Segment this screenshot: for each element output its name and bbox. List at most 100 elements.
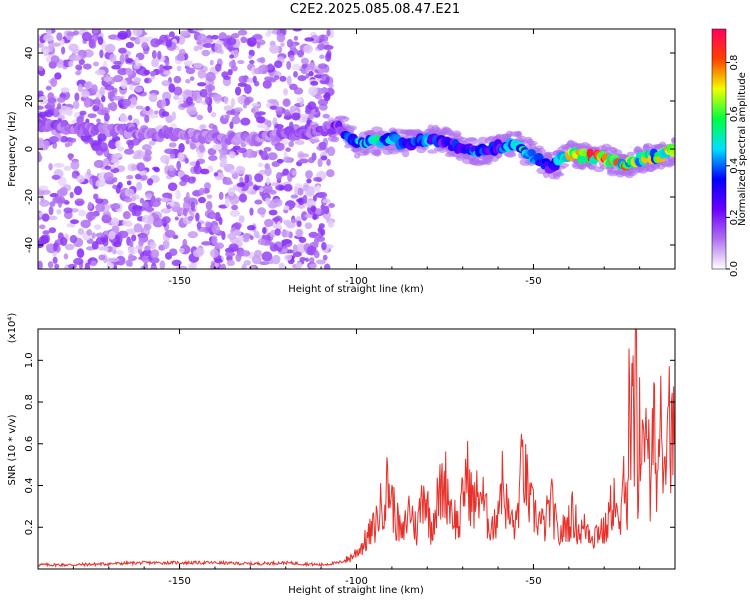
spectrogram-noise-cell — [230, 97, 236, 108]
spectrogram-noise-cell — [295, 261, 303, 269]
spectrogram-noise-cell — [293, 35, 299, 41]
spectrogram-noise-cell — [187, 215, 194, 221]
spectrogram-noise-cell — [313, 239, 319, 248]
spectrogram-noise-cell — [117, 146, 125, 152]
spectrogram-noise-cell — [133, 208, 142, 217]
spectrogram-noise-cell — [126, 174, 134, 180]
snr-ticks: -150 -100 -50 0.2 0.4 0.6 0.8 1.0 — [24, 329, 676, 587]
spectrogram-noise-cell — [115, 140, 121, 148]
spectrogram-noise-cell — [319, 79, 330, 85]
spectrogram-noise-cell — [304, 37, 315, 42]
spectrogram-noise-cell — [51, 42, 62, 47]
spectrogram-noise-cell — [275, 172, 283, 181]
spectrogram-noise-cell — [168, 83, 176, 93]
spectrogram-noise-cell — [211, 224, 221, 234]
spectrogram-noise-cell — [315, 259, 326, 265]
y-tick-label: -20 — [24, 189, 35, 205]
spectrogram-noise-cell — [38, 185, 49, 191]
y-tick-label: 0.6 — [24, 436, 35, 452]
spectrogram-noise-cell — [182, 238, 188, 249]
spectrogram-noise-cell — [289, 83, 298, 91]
spectrogram-noise-cell — [162, 65, 173, 70]
y-tick-label: -40 — [24, 237, 35, 253]
spectrogram-noise-cell — [79, 110, 87, 116]
spectrogram-noise-cell — [231, 116, 241, 125]
colorbar-tick-label: 0.8 — [729, 55, 740, 71]
spectrogram-noise-cell — [198, 143, 205, 153]
spectrogram-noise-cell — [297, 159, 309, 164]
spectrogram-noise-cell — [50, 55, 60, 64]
spectrogram-noise-cell — [297, 75, 307, 82]
spectrogram-noise-cell — [46, 101, 56, 109]
spectrogram-noise-cell — [40, 234, 49, 245]
spectrogram-noise-cell — [63, 253, 69, 260]
spectrogram-noise-cell — [69, 191, 74, 199]
spectrogram-noise-cell — [68, 153, 73, 161]
spectrogram-noise-cell — [290, 218, 298, 223]
spectrogram-noise-cell — [315, 184, 321, 193]
spectrogram-noise-cell — [220, 157, 228, 166]
spectrogram-noise-cell — [266, 120, 272, 128]
spectrogram-noise-cell — [328, 203, 335, 208]
spectrogram-noise-cell — [179, 30, 190, 37]
spectrogram-noise-cell — [242, 232, 252, 240]
spectrogram-noise-cell — [269, 105, 278, 110]
spectrogram-noise-cell — [45, 85, 52, 91]
spectrogram-noise-cell — [127, 114, 133, 121]
spectrogram-noise-cell — [141, 42, 149, 49]
spectrogram-halo-cell — [456, 156, 464, 161]
spectrogram-noise-cell — [86, 229, 93, 236]
spectrogram-noise-cell — [264, 166, 272, 177]
x-tick-label: -50 — [525, 276, 541, 287]
spectrogram-noise-cell — [159, 64, 164, 74]
spectrogram-noise-cell — [295, 243, 307, 254]
spectrogram-noise-cell — [93, 61, 100, 67]
spectrogram-noise-cell — [162, 239, 170, 250]
spectrogram-noise-cell — [269, 44, 280, 54]
spectrogram-noise-cell — [111, 64, 121, 70]
spectrogram-noise-cell — [201, 49, 211, 57]
spectrogram-noise-cell — [136, 181, 143, 191]
spectrogram-noise-cell — [107, 139, 118, 150]
spectrogram-noise-cell — [303, 44, 313, 54]
spectrogram-noise-cell — [73, 257, 84, 266]
spectrogram-noise-cell — [203, 38, 214, 44]
spectrogram-noise-cell — [103, 76, 112, 82]
spectrogram-noise-cell — [93, 193, 99, 200]
spectrogram-halo-cell — [667, 157, 675, 164]
spectrogram-noise-cell — [314, 94, 323, 100]
spectrogram-noise-cell — [243, 97, 251, 106]
spectrogram-noise-cell — [185, 96, 194, 106]
spectrogram-noise-cell — [143, 69, 151, 76]
spectrogram-noise-cell — [58, 176, 67, 187]
spectrogram-noise-cell — [268, 209, 278, 216]
spectrogram-noise-cell — [113, 60, 122, 65]
spectrogram-noise-cell — [273, 75, 280, 81]
spectrogram-noise-cell — [286, 75, 292, 86]
spectrogram-noise-cell — [95, 203, 106, 213]
spectrogram-noise-cell — [56, 208, 62, 215]
spectrogram-noise-cell — [304, 213, 314, 218]
spectrogram-noise-cell — [243, 84, 252, 95]
spectrogram-noise-cell — [104, 165, 112, 170]
spectrogram-noise-cell — [81, 31, 92, 42]
spectrogram-noise-cell — [178, 247, 185, 253]
spectrogram-noise-cell — [108, 230, 116, 240]
spectrogram-noise-cell — [250, 190, 257, 195]
spectrogram-halo-cell — [330, 136, 340, 143]
spectrogram-noise-cell — [145, 105, 150, 112]
spectrogram-noise-cell — [167, 182, 178, 191]
spectrogram-noise-cell — [185, 67, 196, 75]
spectrogram-noise-cell — [178, 48, 186, 56]
spectrogram-noise-cell — [200, 124, 207, 130]
spectrogram-noise-cell — [321, 198, 331, 204]
spectrogram-noise-cell — [261, 184, 273, 194]
spectrogram-noise-cell — [308, 62, 316, 72]
spectrogram-noise-cell — [327, 146, 336, 157]
spectrogram-noise-cell — [38, 111, 50, 117]
spectrogram-noise-cell — [71, 172, 78, 179]
spectrogram-noise-cell — [112, 176, 118, 183]
spectrogram-noise-cell — [299, 256, 307, 262]
spectrogram-noise-cell — [135, 56, 140, 66]
spectrogram-noise-cell — [271, 198, 283, 207]
